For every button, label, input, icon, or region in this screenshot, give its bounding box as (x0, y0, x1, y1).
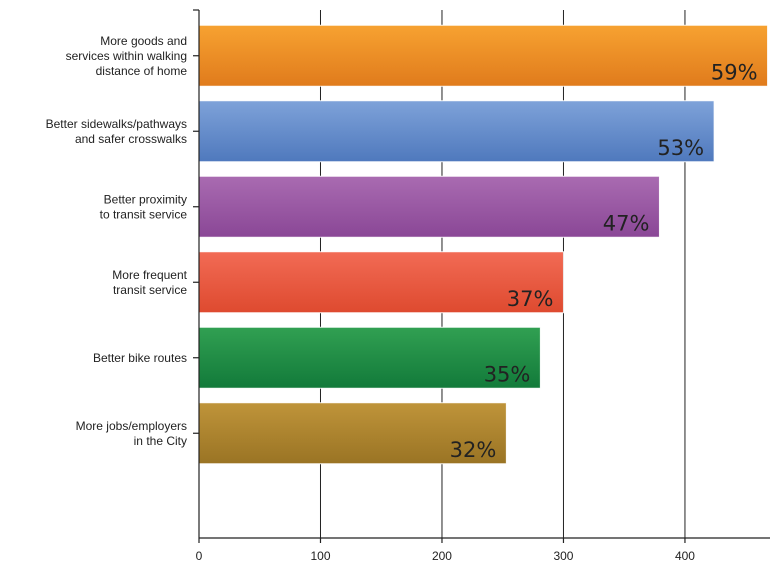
category-label: Better proximity to transit service (100, 192, 188, 221)
bar-0 (198, 24, 769, 87)
data-label: 32% (450, 438, 497, 462)
x-tick-label: 300 (553, 549, 573, 563)
bar-3 (198, 251, 564, 314)
data-label: 47% (603, 211, 650, 235)
category-label: Better sidewalks/pathways and safer cross… (46, 117, 187, 146)
category-label: More goods and services within walking dis… (66, 34, 188, 78)
bar-5 (198, 402, 507, 465)
x-tick-label: 200 (432, 549, 452, 563)
category-label: Better bike routes (93, 351, 187, 365)
data-label: 37% (507, 287, 554, 311)
bar-1 (198, 100, 715, 163)
bar-2 (198, 175, 660, 238)
data-label: 35% (484, 362, 531, 386)
data-label: 53% (657, 136, 704, 160)
labels: 0 100 200 300 400 59% More goods and services w… (46, 34, 758, 563)
bars (198, 24, 769, 465)
x-tick-label: 0 (196, 549, 203, 563)
category-label: More frequent transit service (112, 268, 187, 297)
x-tick-label: 400 (675, 549, 695, 563)
data-label: 59% (711, 60, 758, 84)
x-tick-label: 100 (310, 549, 330, 563)
category-label: More jobs/employers in the City (76, 419, 187, 448)
bar-4 (198, 326, 541, 389)
axes (193, 9, 770, 543)
